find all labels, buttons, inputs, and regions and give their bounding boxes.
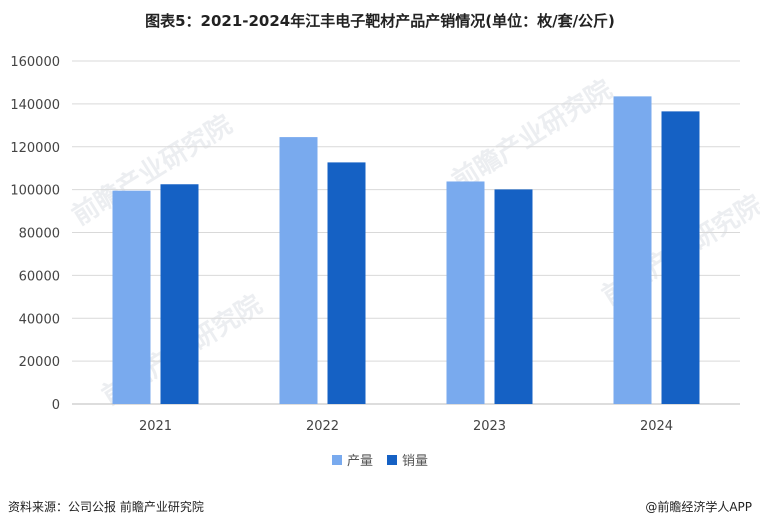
bar-sales-2021 [160,184,199,404]
y-tick-label: 120000 [10,141,60,156]
bar-chart: 0 20000 40000 60000 80000 100000 120000 140000 1… [10,55,740,434]
brand-label: @前瞻经济学人APP [645,500,752,514]
x-tick-label: 2021 [139,419,172,434]
y-tick-label: 80000 [19,227,60,242]
legend-label-sales: 销量 [402,454,429,469]
y-tick-label: 140000 [10,98,60,113]
legend-swatch-sales [387,454,397,465]
y-tick-label: 0 [52,398,60,413]
bar-production-2022 [279,137,318,404]
bar-sales-2023 [494,189,533,404]
legend-item-sales: 销量 [387,450,428,469]
legend-item-production: 产量 [331,450,373,469]
bar-production-2021 [112,190,151,404]
legend-swatch-production [331,454,342,465]
legend-label-production: 产量 [346,454,373,469]
source-note: 资料来源：公司公报 前瞻产业研究院 [8,500,204,514]
x-tick-label: 2022 [306,419,339,434]
x-tick-label: 2023 [473,419,506,434]
bar-sales-2022 [327,162,366,404]
y-tick-label: 20000 [19,355,60,370]
x-tick-label: 2024 [640,419,673,434]
legend: 产量 销量 [0,450,760,469]
y-tick-label: 100000 [10,184,60,199]
y-tick-label: 40000 [19,312,60,327]
chart-title: 图表5：2021-2024年江丰电子靶材产品产销情况(单位：枚/套/公斤) [145,12,615,30]
y-tick-label: 160000 [10,55,60,70]
bar-production-2024 [613,96,652,404]
bar-sales-2024 [661,111,700,405]
bar-production-2023 [446,181,485,404]
y-tick-label: 60000 [19,269,60,284]
footer: 资料来源：公司公报 前瞻产业研究院 @前瞻经济学人APP [8,498,752,515]
